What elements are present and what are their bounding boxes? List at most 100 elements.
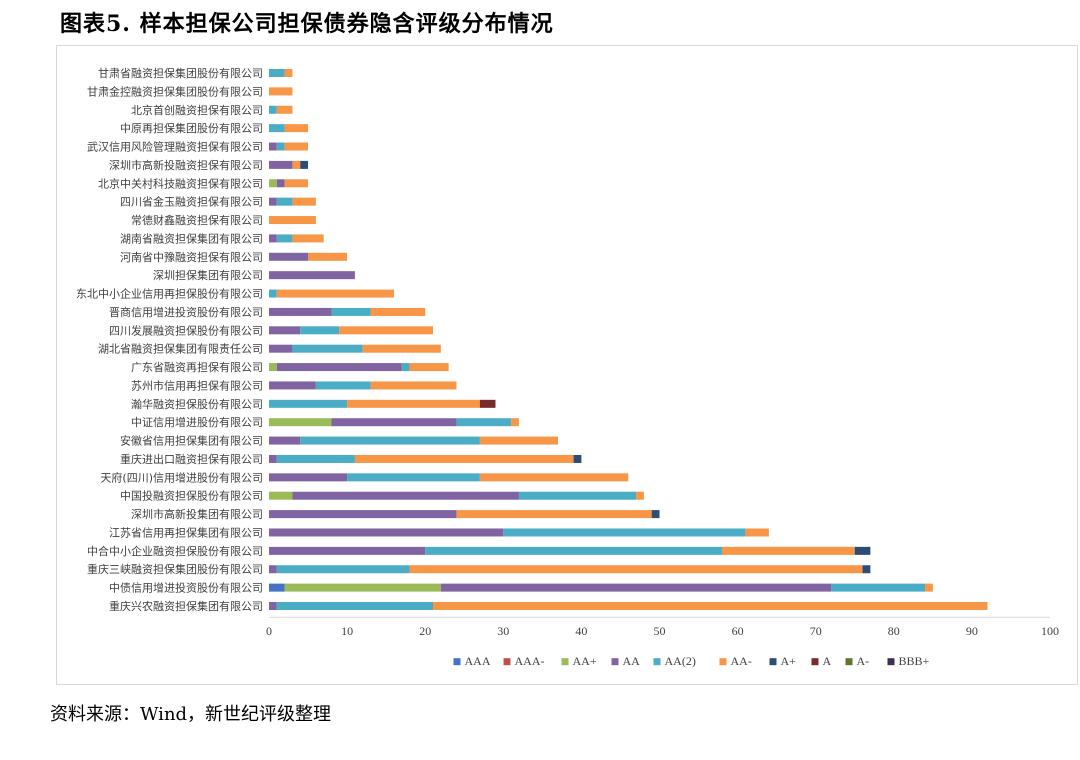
category-label: 中证信用增进股份有限公司: [131, 415, 263, 429]
bar-segment: [269, 546, 426, 555]
bar-segment: [354, 454, 574, 463]
category-label: 苏州市信用再担保有限公司: [131, 378, 263, 392]
bar-segment: [269, 252, 309, 261]
bar-segment: [651, 510, 660, 519]
bar-segment: [292, 344, 363, 353]
category-label: 深圳担保集团有限公司: [153, 268, 263, 282]
bar-segment: [269, 418, 332, 427]
legend-swatch: [811, 658, 819, 666]
bar-segment: [292, 491, 519, 500]
legend-item: A-: [845, 654, 869, 668]
bar-segment: [511, 418, 519, 427]
legend-swatch: [719, 658, 727, 666]
bar-segment: [269, 160, 293, 169]
bar-segment: [284, 142, 309, 151]
legend-item: AA(2): [653, 654, 696, 668]
legend-swatch: [611, 658, 619, 666]
bar-segment: [518, 491, 637, 500]
category-labels: 甘肃省融资担保集团股份有限公司甘肃金控融资担保集团股份有限公司北京首创融资担保有…: [76, 66, 263, 613]
category-label: 常德财鑫融资担保有限公司: [131, 213, 263, 227]
category-label: 河南省中豫融资担保有限公司: [120, 250, 263, 264]
bar-segment: [276, 363, 402, 372]
bar-segment: [362, 344, 441, 353]
x-tick-label: 100: [1041, 624, 1059, 638]
category-label: 深圳市高新投融资担保有限公司: [109, 158, 263, 172]
bar-segment: [862, 565, 871, 574]
bar-segment: [370, 307, 426, 316]
bar-segment: [433, 602, 988, 610]
bar-segment: [409, 363, 449, 372]
category-label: 中债信用增进投资股份有限公司: [109, 581, 263, 595]
bar-segment: [276, 105, 293, 114]
legend-swatch: [887, 658, 895, 666]
category-label: 中国投融资担保股份有限公司: [120, 489, 263, 503]
bars-group: [269, 69, 988, 610]
bar-segment: [292, 234, 324, 243]
bar-segment: [331, 418, 457, 427]
legend-swatch: [769, 658, 777, 666]
bar-segment: [409, 565, 863, 574]
bar-segment: [300, 160, 309, 169]
bar-segment: [339, 326, 434, 335]
category-label: 北京首创融资担保有限公司: [131, 103, 263, 117]
bar-segment: [831, 583, 926, 592]
bar-segment: [292, 160, 301, 169]
bar-segment: [269, 307, 332, 316]
bar-segment: [269, 197, 277, 206]
legend-swatch: [561, 658, 569, 666]
x-tick-label: 20: [419, 624, 431, 638]
bar-segment: [479, 436, 558, 445]
category-label: 瀚华融资担保股份有限公司: [131, 397, 263, 411]
category-label: 天府(四川)信用增进股份有限公司: [100, 470, 263, 484]
legend-item: A+: [769, 654, 797, 668]
legend-label: A+: [781, 654, 797, 668]
bar-segment: [276, 602, 434, 610]
legend-item: AAA-: [503, 654, 545, 668]
bar-segment: [269, 473, 348, 482]
bar-segment: [269, 234, 277, 243]
legend-label: AA: [623, 654, 641, 668]
bar-segment: [276, 179, 285, 188]
bar-segment: [276, 289, 394, 298]
x-tick-label: 10: [341, 624, 353, 638]
bar-segment: [269, 179, 277, 188]
bar-segment: [269, 399, 348, 408]
x-tick-label: 50: [654, 624, 666, 638]
category-label: 重庆进出口融资担保有限公司: [120, 452, 263, 466]
bar-segment: [292, 197, 316, 206]
bar-segment: [425, 546, 722, 555]
bar-segment: [269, 510, 457, 519]
bar-segment: [269, 583, 285, 592]
bar-segment: [315, 381, 371, 390]
bar-segment: [269, 105, 277, 114]
bar-segment: [284, 583, 441, 592]
category-label: 湖南省融资担保集团有限公司: [120, 231, 263, 245]
bar-segment: [269, 87, 293, 96]
bar-segment: [269, 454, 277, 463]
category-label: 北京中关村科技融资担保有限公司: [98, 176, 263, 190]
bar-segment: [269, 142, 277, 151]
bar-segment: [276, 197, 293, 206]
bar-segment: [269, 326, 301, 335]
bar-segment: [370, 381, 457, 390]
x-tick-label: 60: [732, 624, 744, 638]
legend-item: BBB+: [887, 654, 930, 668]
stacked-bar-chart: 甘肃省融资担保集团股份有限公司甘肃金控融资担保集团股份有限公司北京首创融资担保有…: [76, 66, 1059, 668]
legend-swatch: [503, 658, 511, 666]
bar-segment: [269, 124, 285, 133]
bar-segment: [308, 252, 348, 261]
category-label: 晋商信用增进投资股份有限公司: [109, 305, 263, 319]
bar-segment: [269, 363, 277, 372]
bar-segment: [573, 454, 582, 463]
bar-segment: [925, 583, 933, 592]
bar-segment: [331, 307, 371, 316]
bar-segment: [269, 381, 316, 390]
legend-label: A: [823, 654, 832, 668]
bar-segment: [269, 271, 355, 280]
category-label: 重庆兴农融资担保集团有限公司: [109, 599, 263, 613]
x-tick-labels: 0 10 20 30 40 50 60 70 80 90 100: [266, 624, 1059, 638]
x-tick-label: 70: [810, 624, 822, 638]
legend-item: AAA: [453, 654, 491, 668]
bar-segment: [284, 69, 293, 77]
bar-segment: [636, 491, 644, 500]
